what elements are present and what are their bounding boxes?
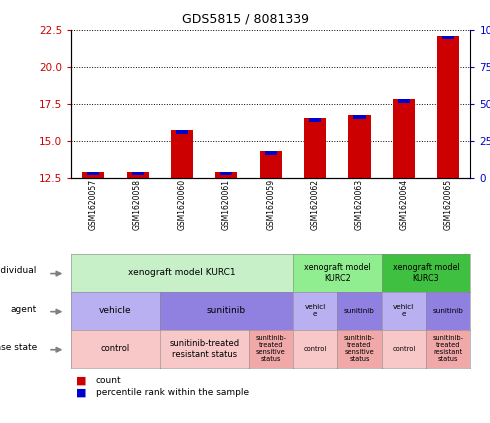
Bar [437, 36, 459, 363]
Text: ■: ■ [76, 376, 86, 386]
Text: count: count [96, 376, 121, 385]
Text: GDS5815 / 8081339: GDS5815 / 8081339 [181, 13, 309, 26]
Bar [82, 172, 104, 363]
Bar [176, 130, 188, 134]
Text: xenograft model
KURC3: xenograft model KURC3 [392, 263, 460, 283]
Text: xenograft model
KURC2: xenograft model KURC2 [304, 263, 370, 283]
Bar [131, 172, 144, 176]
Bar [171, 130, 193, 363]
Bar [87, 172, 99, 176]
Text: xenograft model KURC1: xenograft model KURC1 [128, 268, 236, 277]
Text: disease state: disease state [0, 343, 37, 352]
Text: individual: individual [0, 266, 37, 275]
Bar [220, 172, 232, 176]
Text: agent: agent [11, 305, 37, 313]
Text: sunitinib-treated
resistant status: sunitinib-treated resistant status [169, 339, 239, 359]
Bar [126, 172, 148, 363]
Text: sunitinib: sunitinib [207, 306, 246, 316]
Text: vehicl
e: vehicl e [304, 305, 326, 317]
Text: control: control [392, 346, 416, 352]
Text: sunitinib-
treated
sensitive
status: sunitinib- treated sensitive status [255, 335, 286, 363]
Text: control: control [101, 344, 130, 354]
Text: ■: ■ [76, 387, 86, 398]
Text: sunitinib: sunitinib [344, 308, 375, 314]
Text: sunitinib: sunitinib [433, 308, 464, 314]
Text: percentile rank within the sample: percentile rank within the sample [96, 388, 248, 397]
Text: vehicle: vehicle [99, 306, 132, 316]
Text: control: control [303, 346, 327, 352]
Bar [393, 99, 415, 363]
Text: sunitinib-
treated
sensitive
status: sunitinib- treated sensitive status [344, 335, 375, 363]
Bar [260, 151, 282, 363]
Bar [348, 115, 370, 363]
Bar [398, 99, 410, 103]
Bar [309, 118, 321, 122]
Bar [304, 118, 326, 363]
Bar [215, 172, 238, 363]
Bar [442, 36, 454, 39]
Bar [353, 115, 366, 119]
Text: vehicl
e: vehicl e [393, 305, 415, 317]
Text: sunitinib-
treated
resistant
status: sunitinib- treated resistant status [433, 335, 464, 363]
Bar [265, 151, 277, 155]
